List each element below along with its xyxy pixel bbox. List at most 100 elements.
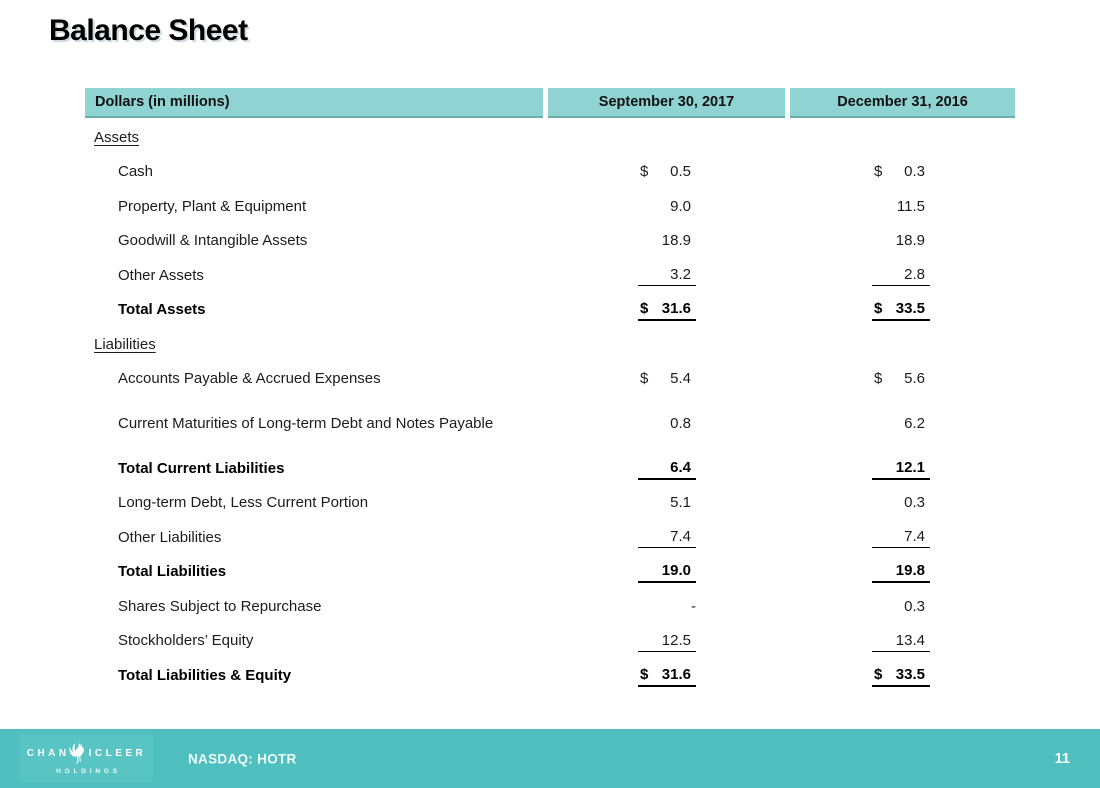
- value-dec-2016: $ 5.6: [872, 370, 930, 389]
- cell-sep-2017: $ 0.5: [548, 156, 790, 191]
- page-number: 11: [1054, 750, 1070, 767]
- dollar-sign: $: [874, 665, 883, 683]
- ticker-label: NASDAQ: HOTR: [188, 751, 297, 766]
- value-number: 31.6: [661, 300, 691, 318]
- value-number: 31.6: [661, 665, 691, 683]
- value-number: 0.3: [904, 494, 925, 512]
- value-dec-2016: 7.4: [872, 528, 930, 549]
- logo-text-left: CHAN: [26, 748, 70, 759]
- cell-sep-2017: 3.2: [548, 259, 790, 294]
- value-sep-2017: $ 0.5: [638, 163, 696, 182]
- row-label: Long-term Debt, Less Current Portion: [118, 494, 369, 512]
- table-row: Accounts Payable & Accrued Expenses $ 5.…: [85, 363, 1015, 398]
- value-sep-2017: $ 5.4: [638, 370, 696, 389]
- value-number: 13.4: [895, 631, 925, 649]
- logo-subtext: HOLDINGS: [56, 767, 121, 775]
- value-number: 5.1: [670, 494, 691, 512]
- dollar-sign: $: [640, 163, 649, 181]
- value-number: 33.5: [895, 665, 925, 683]
- value-number: 0.3: [904, 597, 925, 615]
- value-number: 7.4: [904, 528, 925, 546]
- dollar-sign: $: [640, 300, 649, 318]
- table-row: Property, Plant & Equipment 9.0 11.5: [85, 190, 1015, 225]
- table-row: Stockholders’ Equity 12.5 13.4: [85, 625, 1015, 660]
- value-dec-2016: 13.4: [872, 632, 930, 652]
- value-dec-2016: $ 0.3: [872, 163, 930, 182]
- value-number: 7.4: [670, 528, 691, 546]
- table-row: Cash $ 0.5 $ 0.3: [85, 156, 1015, 191]
- value-dec-2016: 19.8: [872, 562, 930, 584]
- logo-wordmark: CHAN ICLEER: [27, 742, 147, 766]
- table-row: Shares Subject to Repurchase - 0.3: [85, 590, 1015, 625]
- table-row: Total Liabilities & Equity $ 31.6 $ 33.5: [85, 659, 1015, 694]
- value-dec-2016: 11.5: [872, 198, 930, 217]
- cell-sep-2017: 9.0: [548, 190, 790, 225]
- value-number: 0.8: [670, 415, 691, 432]
- cell-sep-2017: -: [548, 590, 790, 625]
- cell-dec-2016: $ 33.5: [790, 294, 1015, 329]
- value-number: 0.3: [904, 163, 925, 181]
- column-header-dollars: Dollars (in millions): [85, 88, 543, 118]
- cell-sep-2017: 0.8: [548, 397, 790, 452]
- cell-dec-2016: 7.4: [790, 521, 1015, 556]
- column-header-dec-2016: December 31, 2016: [790, 88, 1015, 118]
- cell-dec-2016: 0.3: [790, 590, 1015, 625]
- value-sep-2017: 0.8: [638, 415, 696, 434]
- table-body: Assets Cash $ 0.5: [85, 121, 1015, 694]
- cell-dec-2016: 6.2: [790, 397, 1015, 452]
- row-label: Accounts Payable & Accrued Expenses: [118, 370, 381, 388]
- dollar-sign: $: [874, 300, 883, 318]
- value-sep-2017: 5.1: [638, 494, 696, 513]
- cell-sep-2017: [548, 121, 790, 156]
- value-number: 6.2: [904, 415, 925, 432]
- value-dec-2016: $ 33.5: [872, 666, 930, 687]
- cell-sep-2017: 5.1: [548, 487, 790, 522]
- value-number: 5.6: [904, 370, 925, 388]
- value-number: 2.8: [904, 266, 925, 284]
- cell-dec-2016: 2.8: [790, 259, 1015, 294]
- value-number: 6.4: [670, 458, 691, 476]
- row-label: Stockholders’ Equity: [118, 632, 254, 650]
- logo-text-right: ICLEER: [88, 748, 147, 759]
- cell-sep-2017: $ 31.6: [548, 659, 790, 694]
- value-number: 12.5: [661, 631, 691, 649]
- cell-dec-2016: $ 5.6: [790, 363, 1015, 398]
- value-sep-2017: 6.4: [638, 459, 696, 480]
- value-sep-2017: 9.0: [638, 198, 696, 217]
- value-sep-2017: 18.9: [638, 232, 696, 251]
- value-number: 11.5: [896, 197, 925, 215]
- dollar-sign: $: [640, 665, 649, 683]
- table-row: Long-term Debt, Less Current Portion 5.1…: [85, 487, 1015, 522]
- row-label: Property, Plant & Equipment: [118, 197, 307, 215]
- cell-sep-2017: 7.4: [548, 521, 790, 556]
- value-dec-2016: 12.1: [872, 459, 930, 480]
- cell-dec-2016: $ 0.3: [790, 156, 1015, 191]
- cell-dec-2016: 0.3: [790, 487, 1015, 522]
- table-row: Other Liabilities 7.4 7.4: [85, 521, 1015, 556]
- value-number: 33.5: [895, 300, 925, 318]
- cell-sep-2017: 6.4: [548, 452, 790, 487]
- row-label: Total Current Liabilities: [118, 459, 285, 477]
- row-label: Cash: [118, 163, 154, 181]
- value-number: -: [691, 597, 696, 615]
- table-row: Total Current Liabilities 6.4 12.1: [85, 452, 1015, 487]
- table-row: Current Maturities of Long-term Debt and…: [85, 397, 1015, 452]
- value-number: 12.1: [895, 458, 925, 476]
- value-dec-2016: 0.3: [872, 494, 930, 513]
- value-number: 9.0: [670, 197, 691, 215]
- row-label: Other Assets: [118, 266, 204, 284]
- chanticleer-logo: CHAN ICLEER HOLDINGS: [20, 734, 153, 782]
- cell-dec-2016: 18.9: [790, 225, 1015, 260]
- cell-sep-2017: 12.5: [548, 625, 790, 660]
- value-number: 5.4: [670, 370, 691, 388]
- cell-sep-2017: [548, 328, 790, 363]
- cell-sep-2017: $ 5.4: [548, 363, 790, 398]
- value-number: 18.9: [895, 232, 925, 250]
- value-dec-2016: 0.3: [872, 598, 930, 617]
- table-row: Liabilities: [85, 328, 1015, 363]
- row-label: Shares Subject to Repurchase: [118, 597, 322, 615]
- row-label: Liabilities: [94, 335, 156, 353]
- row-label: Assets: [94, 128, 140, 146]
- cell-sep-2017: 18.9: [548, 225, 790, 260]
